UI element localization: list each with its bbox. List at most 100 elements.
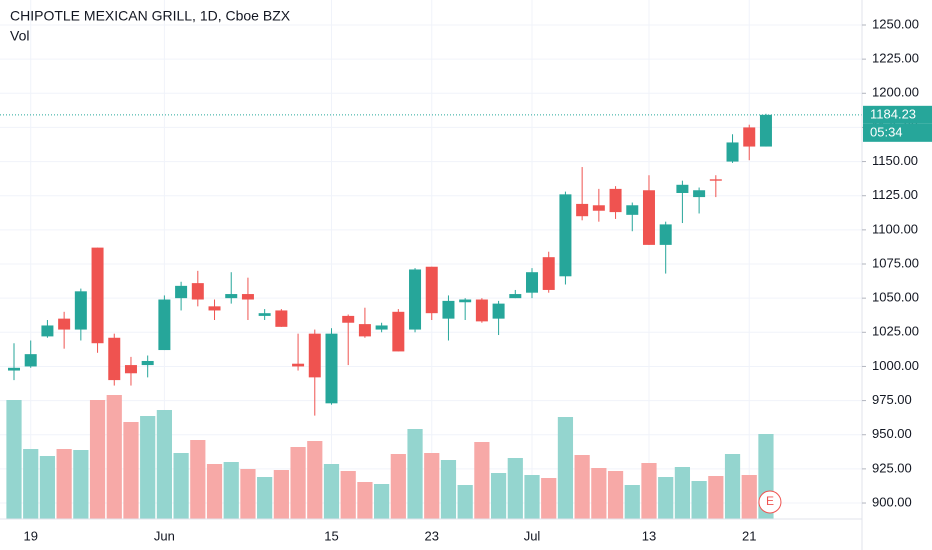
y-tick-label: 1225.00 — [872, 51, 919, 66]
volume-bar — [23, 449, 39, 519]
candle-body — [743, 127, 756, 147]
volume-bar — [390, 454, 406, 519]
candle-body — [392, 311, 405, 352]
volume-bar — [457, 485, 473, 519]
volume-bar — [290, 447, 306, 519]
candle-body — [559, 194, 572, 277]
volume-bar — [591, 468, 607, 519]
candle-body — [275, 310, 288, 327]
volume-pane — [6, 395, 774, 519]
candle-body — [375, 325, 388, 330]
earnings-marker — [758, 490, 782, 514]
volume-bar — [724, 454, 741, 519]
candle-body — [726, 142, 739, 162]
volume-bar — [507, 458, 523, 519]
axes: 900.00 925.00 950.00 975.00 1000.00 1025.00 10… — [23, 16, 932, 543]
candle-body — [258, 313, 271, 316]
candle-body — [124, 365, 137, 374]
volume-label: Vol — [10, 28, 29, 44]
candle-body — [208, 306, 221, 311]
countdown-label: 05:34 — [870, 124, 903, 139]
volume-bar — [307, 441, 323, 519]
candle-body — [141, 360, 154, 366]
volume-bar — [474, 442, 490, 519]
y-tick-label: 1000.00 — [872, 358, 919, 373]
candle-body — [241, 294, 254, 300]
volume-bar — [73, 450, 89, 519]
volume-bar — [624, 485, 640, 519]
candle-body — [225, 294, 238, 299]
y-tick-label: 1250.00 — [872, 16, 919, 31]
volume-bar — [741, 475, 757, 519]
y-tick-label: 975.00 — [872, 392, 912, 407]
volume-bar — [424, 453, 440, 519]
y-tick-label: 1075.00 — [872, 255, 919, 270]
volume-bar — [524, 475, 540, 519]
volume-bar — [156, 410, 172, 519]
candle-body — [475, 299, 488, 322]
candle-body — [676, 184, 689, 193]
x-tick-label: 13 — [642, 528, 656, 543]
last-price-label: 1184.23 — [870, 106, 916, 121]
candle-body — [108, 337, 121, 381]
candle-body — [592, 205, 605, 211]
chart-title: CHIPOTLE MEXICAN GRILL, 1D, Cboe BZX — [10, 8, 291, 24]
candle-body — [626, 205, 639, 215]
candles: E — [0, 113, 862, 514]
volume-bar — [89, 400, 106, 519]
y-tick-label: 1125.00 — [872, 187, 918, 202]
volume-bar — [658, 477, 674, 519]
volume-bar — [440, 460, 457, 519]
volume-bar — [190, 440, 206, 519]
candle-body — [158, 299, 171, 351]
volume-bar — [140, 416, 156, 519]
volume-bar — [206, 464, 223, 519]
candle-body — [709, 179, 722, 181]
x-tick-label: Jun — [154, 528, 175, 543]
grid — [0, 0, 862, 519]
candle-body — [58, 318, 71, 330]
x-tick-label: 21 — [742, 528, 756, 543]
candle-body — [409, 269, 422, 330]
candle-body — [292, 363, 305, 367]
y-tick-label: 900.00 — [872, 494, 912, 509]
x-tick-label: 23 — [425, 528, 439, 543]
volume-bar — [223, 462, 239, 519]
volume-bar — [374, 484, 390, 519]
y-tick-label: 1025.00 — [872, 324, 919, 339]
volume-bar — [106, 395, 122, 519]
x-tick-label: 19 — [23, 528, 37, 543]
candle-body — [542, 257, 555, 290]
y-tick-label: 1200.00 — [872, 85, 919, 100]
candle-body — [509, 294, 522, 299]
candle-body — [459, 299, 472, 303]
candle-body — [41, 325, 54, 337]
y-tick-label: 1100.00 — [872, 221, 918, 236]
volume-bar — [6, 400, 22, 519]
volume-bar — [340, 471, 356, 519]
volume-bar — [557, 417, 574, 519]
y-tick-label: 925.00 — [872, 460, 912, 475]
candle-body — [576, 203, 589, 217]
candle-body — [693, 190, 706, 198]
candle-body — [609, 188, 622, 213]
volume-bar — [607, 471, 624, 519]
earnings-marker-label: E — [766, 494, 774, 508]
volume-bar — [273, 470, 289, 519]
volume-bar — [357, 482, 373, 519]
candle-body — [24, 354, 37, 367]
candle-body — [325, 333, 338, 404]
candle-body — [308, 333, 321, 378]
volume-bar — [39, 456, 56, 519]
candle-body — [175, 285, 188, 299]
volume-bar — [674, 467, 691, 519]
y-tick-label: 1050.00 — [872, 290, 919, 305]
x-tick-label: 15 — [324, 528, 338, 543]
volume-bar — [574, 455, 590, 519]
volume-bar — [323, 464, 340, 519]
candle-body — [74, 291, 87, 330]
volume-bar — [257, 477, 273, 519]
candle-body — [759, 114, 772, 147]
